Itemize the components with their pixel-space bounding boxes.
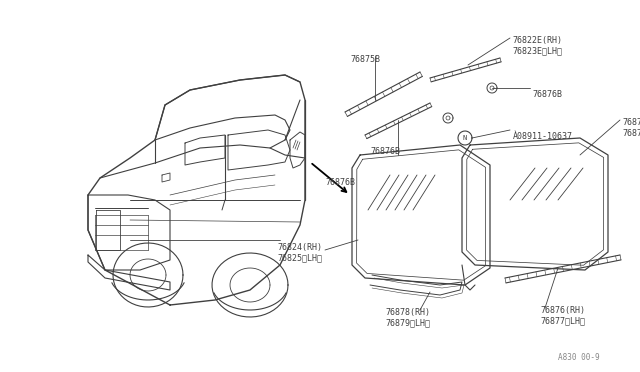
Text: 76875〈LH〉: 76875〈LH〉 (622, 128, 640, 137)
Text: 76878(RH): 76878(RH) (385, 308, 430, 317)
Text: A830 00-9: A830 00-9 (558, 353, 600, 362)
Text: 76822E(RH): 76822E(RH) (512, 36, 562, 45)
Text: 76825〈LH〉: 76825〈LH〉 (277, 253, 322, 262)
Text: À08911-10637: À08911-10637 (513, 132, 573, 141)
Text: N: N (463, 135, 467, 141)
Text: 76877〈LH〉: 76877〈LH〉 (540, 316, 585, 325)
Text: 76876B: 76876B (325, 178, 355, 187)
Text: 76824(RH): 76824(RH) (277, 243, 322, 252)
Text: 76876B: 76876B (370, 147, 400, 156)
Text: 76875B: 76875B (350, 55, 380, 64)
Text: 76823E〈LH〉: 76823E〈LH〉 (512, 46, 562, 55)
Text: 76876B: 76876B (532, 90, 562, 99)
Text: 76879〈LH〉: 76879〈LH〉 (385, 318, 430, 327)
Text: 76874(RH): 76874(RH) (622, 118, 640, 127)
Text: 76876(RH): 76876(RH) (540, 306, 585, 315)
